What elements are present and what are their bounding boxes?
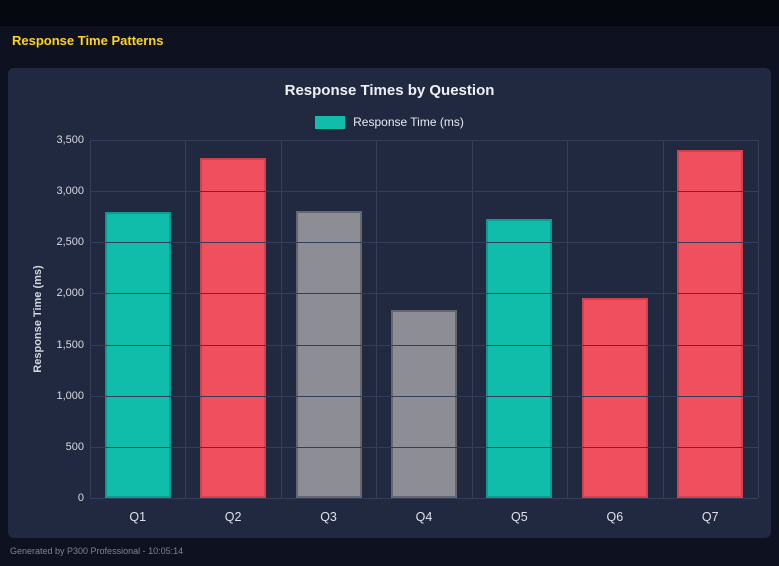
bar-q3[interactable] — [295, 210, 362, 498]
y-tick-label: 2,000 — [56, 287, 84, 300]
bar-q6[interactable] — [581, 297, 648, 498]
bar-q7[interactable] — [677, 150, 744, 498]
page-title: Response Time Patterns — [12, 33, 164, 48]
x-axis-labels: Q1 Q2 Q3 Q4 Q5 Q6 Q7 — [90, 510, 758, 524]
gridline-horizontal — [90, 191, 758, 193]
gridline-horizontal — [90, 498, 758, 499]
bar-slot — [663, 140, 758, 498]
y-tick-label: 500 — [65, 440, 84, 453]
y-tick-label: 3,500 — [56, 134, 84, 146]
legend-item[interactable]: Response Time (ms) — [315, 115, 464, 129]
gridline-vertical — [90, 140, 91, 498]
x-axis-label: Q6 — [606, 510, 624, 524]
chart-panel: Response Times by Question Response Time… — [8, 68, 771, 538]
bar-slot — [472, 140, 567, 498]
y-axis-title: Response Time (ms) — [32, 265, 44, 373]
gridline-vertical — [662, 140, 664, 498]
gridline-vertical — [471, 140, 473, 498]
gridline-horizontal — [90, 242, 758, 244]
bar-q5[interactable] — [486, 218, 553, 498]
bar-q4[interactable] — [390, 309, 457, 498]
bar-slot — [185, 140, 280, 498]
y-tick-label: 0 — [77, 492, 84, 504]
gridline-vertical — [185, 140, 187, 498]
gridline-horizontal — [90, 395, 758, 397]
x-axis-label: Q3 — [320, 510, 337, 524]
bar-q1[interactable] — [104, 211, 171, 498]
bar-slot — [376, 140, 471, 498]
top-bar — [0, 0, 779, 26]
y-tick-label: 2,500 — [56, 236, 84, 249]
chart-title: Response Times by Question — [284, 82, 495, 99]
bar-slot — [281, 140, 376, 498]
legend-swatch — [315, 115, 346, 129]
y-tick-label: 1,000 — [56, 389, 84, 402]
gridline-vertical — [376, 140, 378, 498]
bar-slot — [567, 140, 662, 498]
plot-area — [90, 140, 759, 499]
gridline-horizontal — [90, 140, 758, 141]
x-axis-label: Q2 — [224, 510, 242, 524]
gridline-vertical — [567, 140, 569, 498]
y-tick-label: 1,500 — [56, 338, 84, 351]
x-axis-label: Q7 — [701, 510, 719, 524]
y-axis-ticks: 0 500 1,000 1,500 2,000 2,500 3,000 3,500 — [44, 134, 84, 504]
x-axis-label: Q1 — [129, 510, 147, 524]
gridline-horizontal — [90, 344, 758, 346]
footer-text: Generated by P300 Professional - 10:05:1… — [10, 546, 184, 556]
x-axis-label: Q4 — [415, 510, 433, 524]
gridline-horizontal — [90, 446, 758, 448]
chart-legend: Response Time (ms) — [8, 115, 771, 129]
y-tick-label: 3,000 — [56, 185, 84, 198]
bar-q2[interactable] — [200, 157, 267, 498]
gridline-vertical — [758, 140, 759, 498]
gridline-vertical — [280, 140, 282, 498]
legend-label: Response Time (ms) — [353, 115, 464, 129]
bars-container — [90, 140, 758, 498]
gridline-horizontal — [90, 293, 758, 295]
bar-slot — [90, 140, 185, 498]
x-axis-label: Q5 — [511, 510, 528, 524]
